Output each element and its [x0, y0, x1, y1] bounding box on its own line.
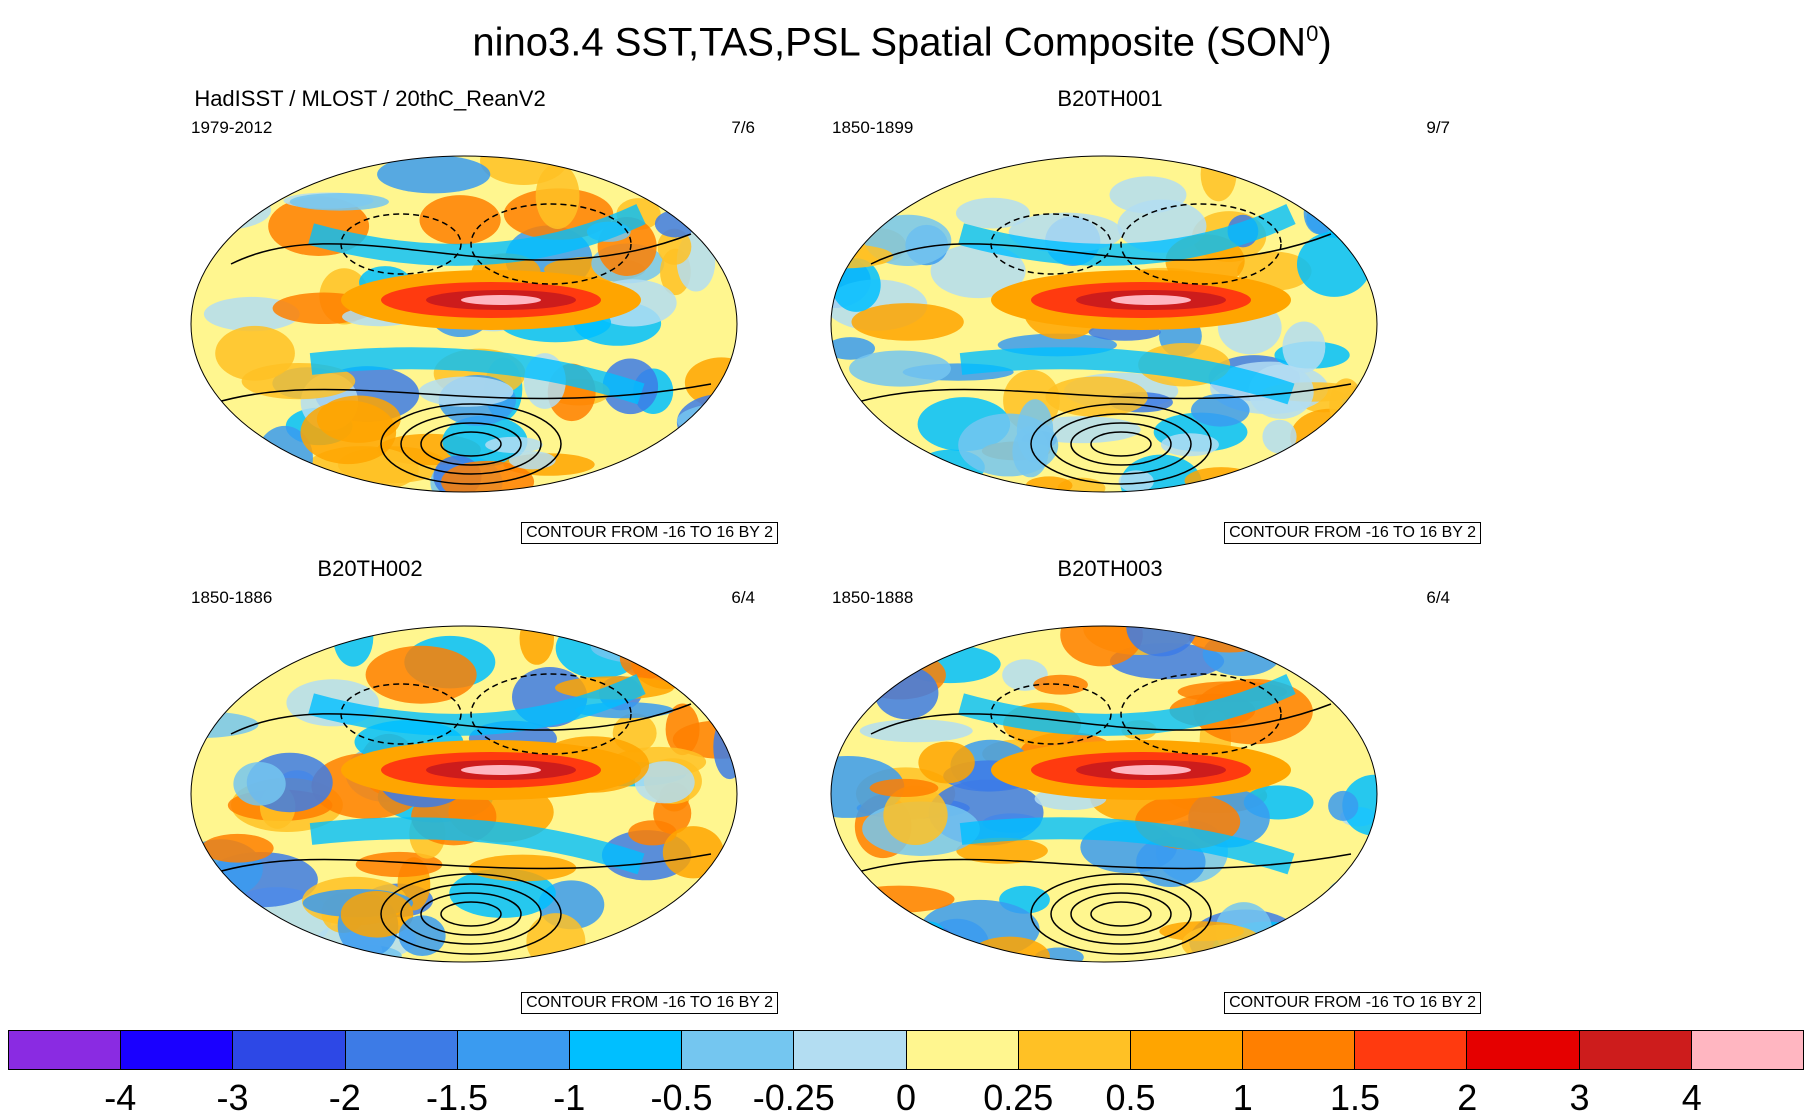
colorbar-label: -0.25: [752, 1077, 835, 1118]
panel-period: 1850-1886: [191, 588, 273, 607]
colorbar-swatch: [457, 1031, 570, 1069]
figure-title-close: ): [1318, 20, 1332, 65]
panel-period: 1850-1888: [832, 588, 914, 607]
panel-title: B20TH003: [1057, 556, 1163, 581]
colorbar-label: 0.25: [983, 1077, 1054, 1118]
panel-period: 1979-2012: [191, 118, 273, 137]
panel-title: HadISST / MLOST / 20thC_ReanV2: [194, 86, 546, 111]
composite-map: [190, 625, 738, 963]
colorbar-label: 0: [895, 1077, 917, 1118]
composite-map: [830, 155, 1378, 493]
panel-period: 1850-1899: [832, 118, 914, 137]
map-panel-b20th002: B20TH002 1850-1886 6/4 CONTOUR FROM -16 …: [0, 556, 778, 1014]
colorbar-label: 2: [1457, 1077, 1478, 1118]
colorbar-label: -1.5: [425, 1077, 489, 1118]
composite-map: [190, 155, 738, 493]
colorbar-label: -0.5: [650, 1077, 713, 1118]
colorbar-label: 0.5: [1105, 1077, 1156, 1118]
colorbar-label: -4: [104, 1077, 137, 1118]
colorbar-swatch: [682, 1031, 795, 1069]
colorbar-label: -3: [216, 1077, 249, 1118]
colorbar-swatch: [121, 1031, 234, 1069]
colorbar: [8, 1030, 1804, 1070]
colorbar-swatch: [1243, 1031, 1356, 1069]
panel-event-count: 6/4: [1426, 588, 1450, 607]
map-panel-b20th003: B20TH003 1850-1888 6/4 CONTOUR FROM -16 …: [740, 556, 1481, 1014]
contour-note: CONTOUR FROM -16 TO 16 BY 2: [1224, 522, 1481, 544]
colorbar-swatch: [9, 1031, 122, 1069]
colorbar-swatch: [1018, 1031, 1131, 1069]
figure-title-superscript: 0: [1306, 21, 1319, 46]
panel-title: B20TH002: [317, 556, 423, 581]
colorbar-swatch: [1579, 1031, 1692, 1069]
colorbar-label: 1.5: [1329, 1077, 1381, 1118]
colorbar-swatch: [1691, 1031, 1803, 1069]
colorbar-swatch: [1467, 1031, 1580, 1069]
colorbar-labels: -4 -3 -2 -1.5 -1 -0.5 -0.25 0 0.25 0.5 1 1.5 2 3 4: [8, 1078, 1804, 1118]
colorbar-swatch: [794, 1031, 907, 1069]
colorbar-label: 4: [1681, 1077, 1702, 1118]
panel-title: B20TH001: [1057, 86, 1163, 111]
panel-event-count: 6/4: [731, 588, 755, 607]
contour-note: CONTOUR FROM -16 TO 16 BY 2: [1224, 992, 1481, 1014]
colorbar-label: -1: [553, 1077, 586, 1118]
contour-note: CONTOUR FROM -16 TO 16 BY 2: [521, 522, 778, 544]
colorbar-swatch: [569, 1031, 683, 1069]
colorbar-label: 3: [1569, 1077, 1590, 1118]
panel-event-count: 7/6: [731, 118, 755, 137]
composite-map: [830, 625, 1378, 963]
panel-event-count: 9/7: [1426, 118, 1450, 137]
colorbar-swatch: [1355, 1031, 1468, 1069]
colorbar-swatch: [233, 1031, 346, 1069]
colorbar-label: 1: [1232, 1077, 1253, 1118]
figure-title-text: nino3.4 SST,TAS,PSL Spatial Composite (S…: [472, 20, 1307, 65]
colorbar-swatch: [345, 1031, 458, 1069]
colorbar-swatch: [1130, 1031, 1244, 1069]
colorbar-label: -2: [328, 1077, 361, 1118]
colorbar-swatch: [906, 1031, 1019, 1069]
figure-title: nino3.4 SST,TAS,PSL Spatial Composite (S…: [0, 10, 1804, 66]
contour-note: CONTOUR FROM -16 TO 16 BY 2: [521, 992, 778, 1014]
map-panel-hadisst: HadISST / MLOST / 20thC_ReanV2 1979-2012…: [0, 86, 778, 544]
map-panel-b20th001: B20TH001 1850-1899 9/7 CONTOUR FROM -16 …: [740, 86, 1481, 544]
